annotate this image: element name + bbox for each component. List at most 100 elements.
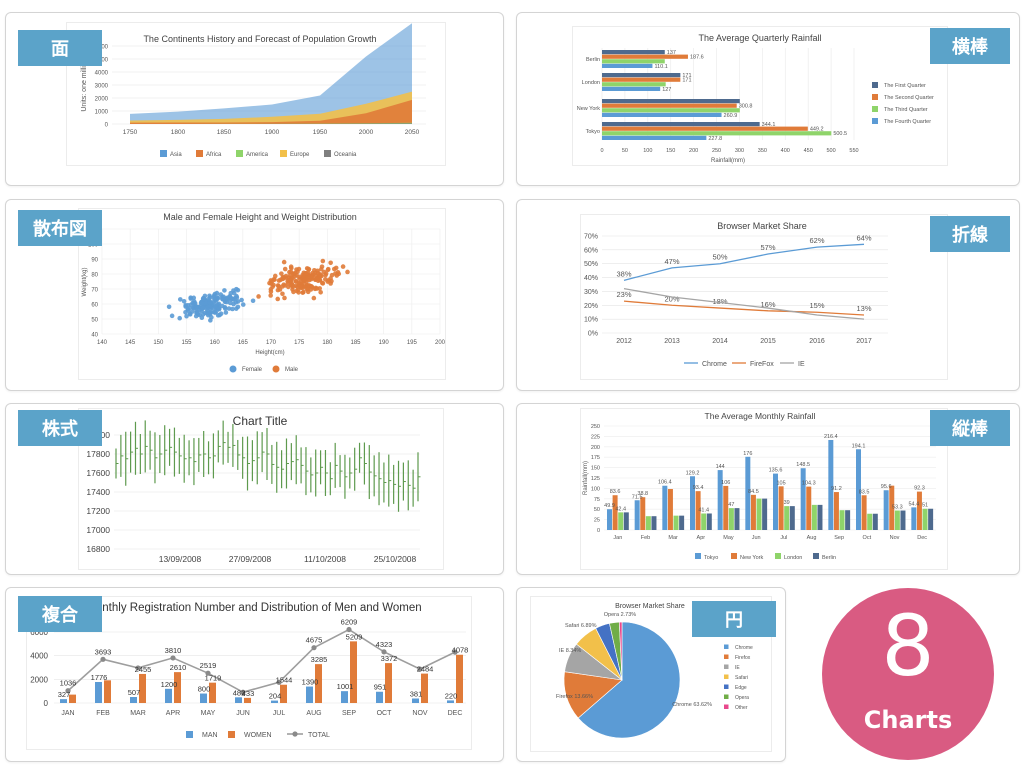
man-bar xyxy=(95,681,102,703)
women-bar xyxy=(69,694,76,703)
data-label: 2519 xyxy=(200,661,217,670)
category-label: Berlin xyxy=(586,57,600,63)
y-tick-label: 3000 xyxy=(95,84,109,90)
male-point xyxy=(282,295,287,301)
y-tick-label: 0 xyxy=(105,123,109,129)
bar xyxy=(602,77,681,82)
total-point xyxy=(135,665,141,671)
data-label: 2610 xyxy=(170,663,187,672)
bar xyxy=(623,512,629,530)
bar xyxy=(706,513,712,530)
man-bar xyxy=(412,698,419,703)
bar xyxy=(900,510,906,530)
man-bar xyxy=(341,691,348,703)
female-point xyxy=(206,296,211,302)
female-point xyxy=(169,313,175,319)
y-tick-label: 50% xyxy=(584,261,598,268)
bar xyxy=(645,516,651,530)
total-point xyxy=(381,649,387,655)
male-point xyxy=(303,271,309,276)
y-tick-label: 100 xyxy=(591,486,600,492)
female-point xyxy=(216,306,222,311)
x-axis-label: Height(cm) xyxy=(255,350,284,356)
bar xyxy=(922,508,928,530)
tag-hbar: 横棒 xyxy=(930,28,1010,64)
male-point xyxy=(318,266,324,272)
x-tick-label: Apr xyxy=(697,535,706,541)
female-point xyxy=(218,311,224,317)
bar xyxy=(607,509,612,530)
x-tick-label: 170 xyxy=(266,340,277,346)
chart-title: The Average Quarterly Rainfall xyxy=(699,33,822,43)
female-point xyxy=(209,315,214,320)
legend-label: Edge xyxy=(735,685,747,691)
female-point xyxy=(222,288,227,293)
y-tick-label: 17800 xyxy=(86,449,110,459)
man-bar xyxy=(235,697,242,703)
y-tick-label: 17200 xyxy=(86,506,110,516)
x-tick-label: 180 xyxy=(322,340,333,346)
y-tick-label: 75 xyxy=(594,497,600,503)
y-tick-label: 50 xyxy=(594,507,600,513)
x-tick-label: 100 xyxy=(643,148,652,154)
data-label: 64% xyxy=(856,233,871,242)
total-point xyxy=(346,626,352,633)
x-tick-label: 2017 xyxy=(856,338,872,345)
legend-swatch xyxy=(292,731,298,737)
male-point xyxy=(293,279,299,284)
x-tick-label: AUG xyxy=(306,710,321,717)
legend-label: Male xyxy=(285,367,299,373)
bar xyxy=(861,495,867,530)
female-point xyxy=(235,304,241,310)
legend-label: Female xyxy=(242,367,263,373)
legend-swatch xyxy=(228,731,235,738)
male-point xyxy=(313,285,319,291)
slice-label: IE 8.34% xyxy=(559,648,581,654)
male-point xyxy=(279,271,284,276)
tag-line: 折線 xyxy=(930,216,1010,252)
man-bar xyxy=(376,691,383,703)
bar xyxy=(883,490,889,530)
bar xyxy=(745,456,751,530)
legend-label: MAN xyxy=(202,732,218,739)
x-tick-label: 2050 xyxy=(405,129,420,136)
male-point xyxy=(268,289,274,294)
data-label: 951 xyxy=(374,683,387,692)
x-tick-label: Oct xyxy=(863,535,872,541)
bar xyxy=(602,135,707,140)
female-point xyxy=(194,304,199,310)
data-label: 187.6 xyxy=(690,55,704,61)
data-label: 4323 xyxy=(376,640,393,649)
data-label: 18% xyxy=(712,297,727,306)
male-point xyxy=(309,285,315,290)
chart-title: Chart Title xyxy=(233,414,288,428)
data-label: 15% xyxy=(809,301,824,310)
total-point xyxy=(452,649,458,655)
legend-swatch xyxy=(236,150,243,157)
y-tick-label: 0 xyxy=(44,699,49,708)
legend-swatch xyxy=(813,553,819,559)
slice-label: Safari 6.89% xyxy=(565,623,597,629)
x-tick-label: Jun xyxy=(752,535,761,541)
bar xyxy=(773,473,778,530)
women-bar xyxy=(104,680,111,703)
data-label: 62% xyxy=(809,236,824,245)
data-label: 16% xyxy=(760,300,775,309)
bar xyxy=(602,126,808,131)
bar xyxy=(828,439,834,530)
data-label: 83.6 xyxy=(610,489,621,495)
x-tick-label: 175 xyxy=(294,340,305,346)
y-tick-label: 90 xyxy=(91,258,98,264)
male-point xyxy=(320,258,326,264)
legend-swatch xyxy=(724,654,729,659)
bar xyxy=(602,103,737,108)
female-point xyxy=(240,302,246,307)
y-tick-label: 4000 xyxy=(30,652,48,661)
line-chart-panel xyxy=(580,214,948,380)
female-point xyxy=(189,309,195,314)
legend-label: Other xyxy=(735,705,748,711)
data-label: 1544 xyxy=(276,676,293,685)
x-tick-label: 500 xyxy=(826,148,835,154)
